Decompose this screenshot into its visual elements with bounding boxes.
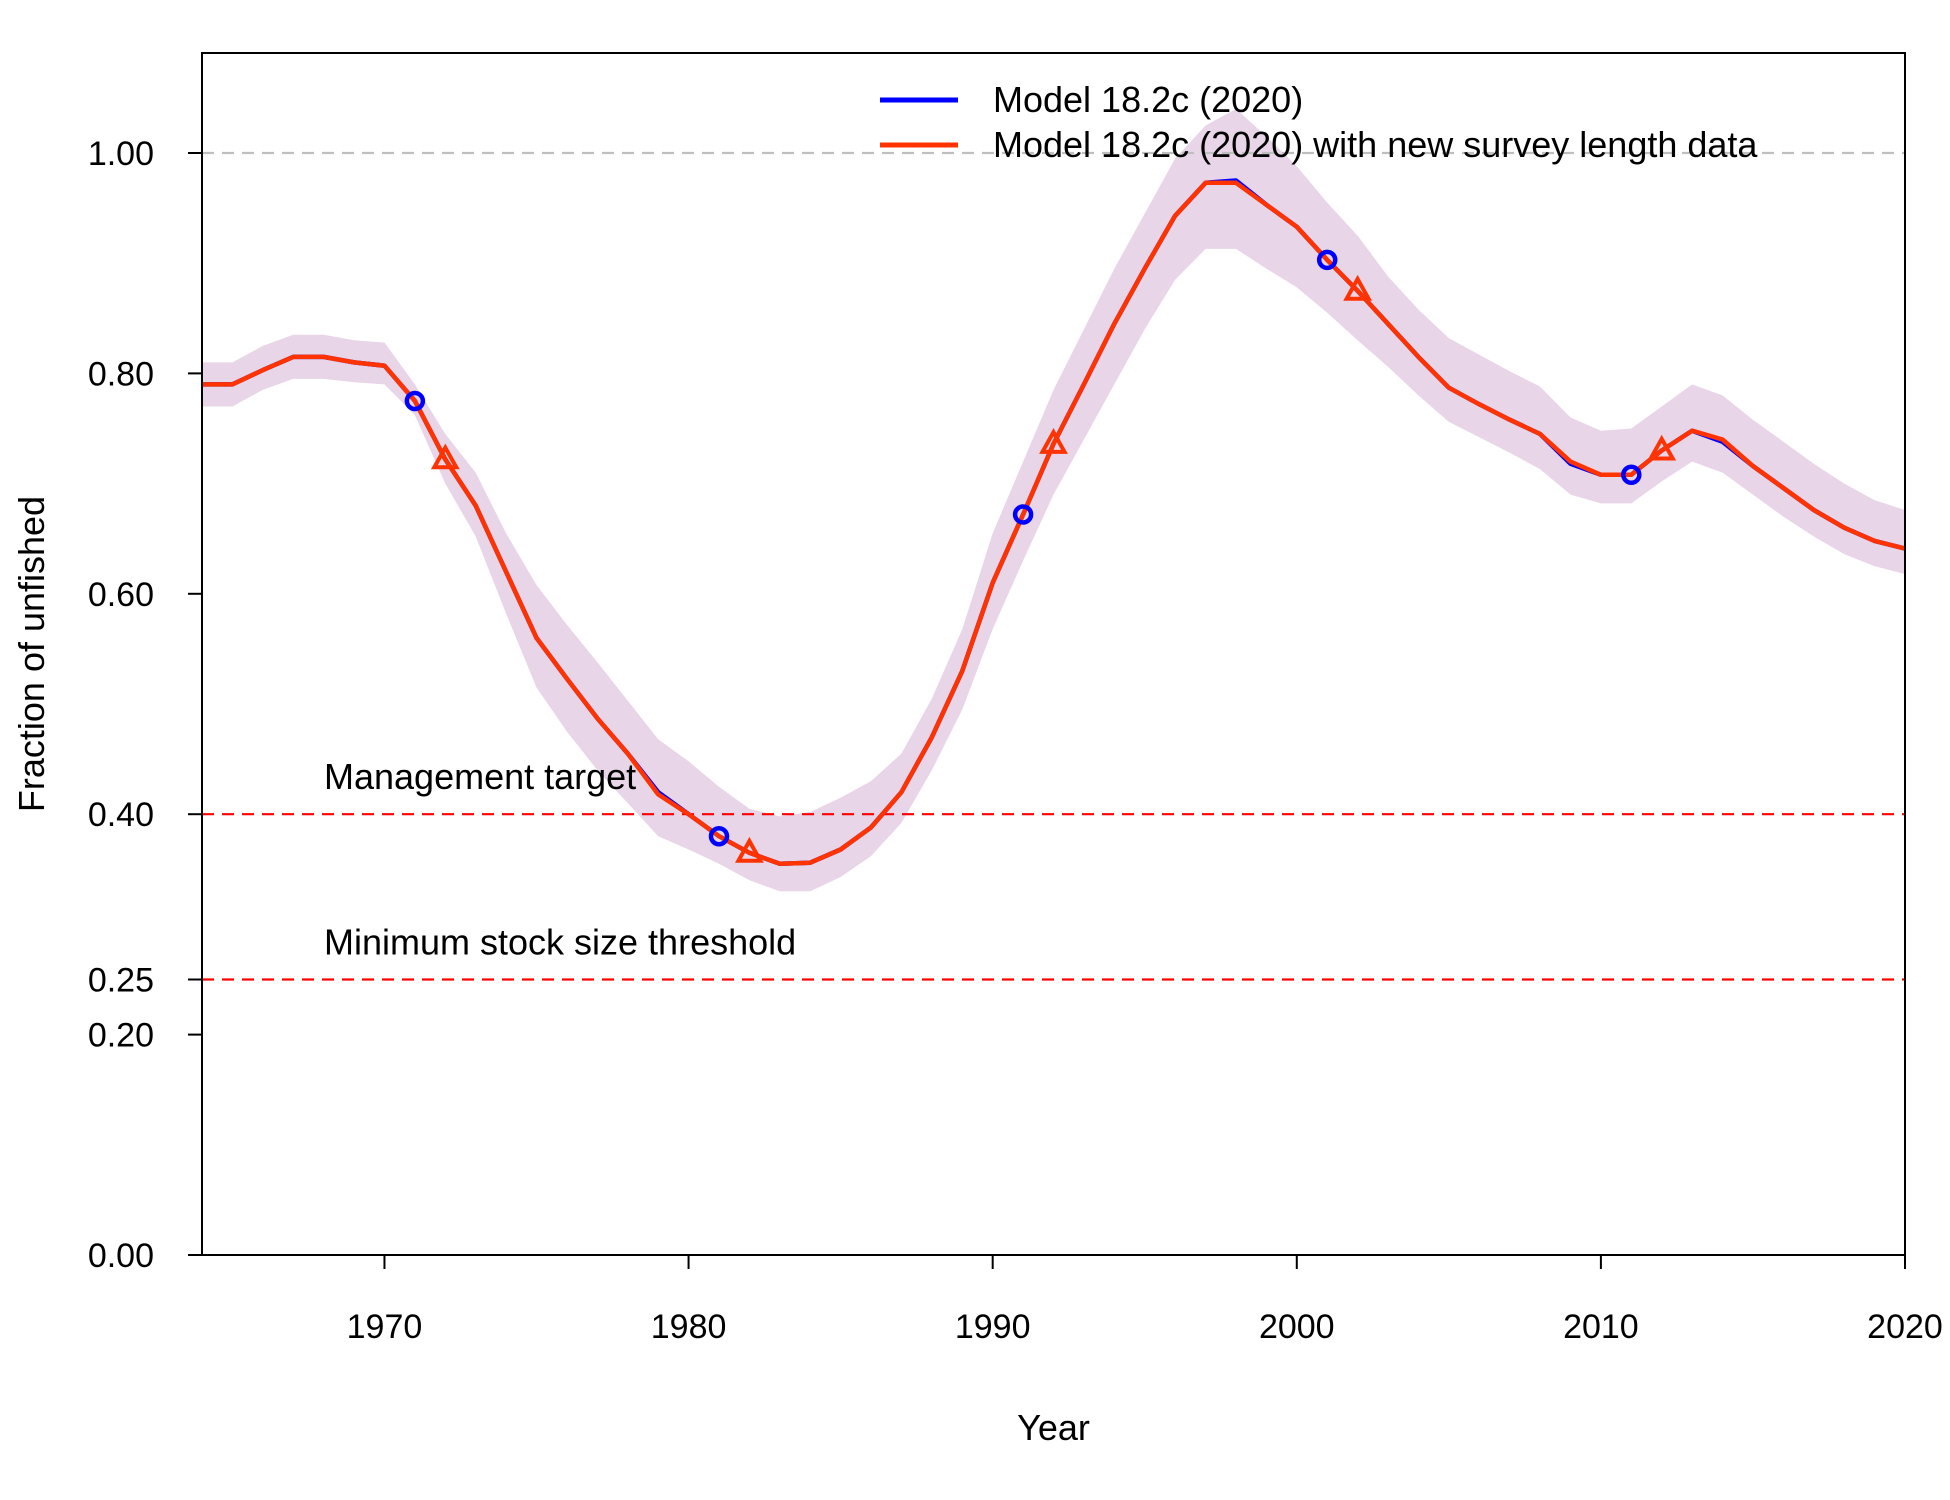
data-point [1316,249,1338,271]
x-tick-label: 1970 [347,1308,423,1346]
reference-lines: Management target Minimum stock size thre… [202,151,1905,981]
y-tick-label: 0.25 [88,962,154,1000]
axes: 1970 1980 1990 2000 2010 2020 0.00 0.20 0.25 0.40… [88,52,1943,1346]
data-point [1343,274,1373,301]
y-tick-label: 0.00 [88,1237,154,1275]
data-point [735,836,764,863]
legend: Model 18.2c (2020)Model 18.2c (2020) wit… [880,79,1758,165]
reference-line-label: Minimum stock size threshold [324,922,796,963]
x-tick-label: 1990 [955,1308,1031,1346]
data-point [404,390,426,412]
y-tick-label: 0.20 [88,1017,154,1055]
x-tick-label: 2020 [1867,1308,1943,1346]
y-axis-title: Fraction of unfished [11,496,52,812]
x-tick-label: 2000 [1259,1308,1335,1346]
marker-layer [404,249,1677,863]
plot-frame [201,52,1906,1256]
x-tick-label: 2010 [1563,1308,1639,1346]
legend-label: Model 18.2c (2020) [993,79,1303,120]
data-point [1647,434,1677,461]
x-tick-label: 1980 [651,1308,727,1346]
data-point [708,825,730,847]
data-point [1621,464,1642,486]
y-tick-label: 0.60 [88,576,154,614]
data-point [1012,504,1034,525]
y-tick-label: 1.00 [88,135,154,173]
y-tick-label: 0.80 [88,355,154,393]
data-point [430,443,460,470]
data-point [1039,427,1068,454]
legend-label: Model 18.2c (2020) with new survey lengt… [993,124,1758,165]
x-axis-title: Year [1017,1407,1090,1448]
reference-line-label: Management target [324,756,636,797]
y-tick-label: 0.40 [88,796,154,834]
